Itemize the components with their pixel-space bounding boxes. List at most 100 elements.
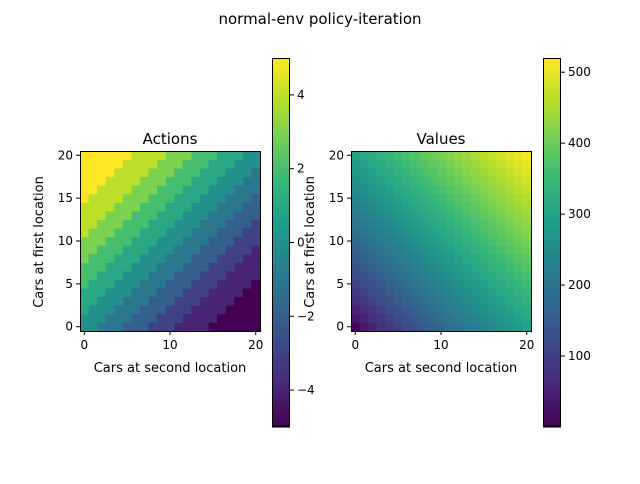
- heatmap-cell: [200, 168, 209, 178]
- heatmap-cell: [479, 176, 489, 186]
- heatmap-cell: [200, 262, 209, 272]
- colorbar-segment: [272, 224, 290, 228]
- heatmap-cell: [376, 211, 386, 220]
- heatmap-cell: [234, 168, 244, 178]
- heatmap-cell: [80, 253, 89, 263]
- heatmap-cell: [436, 313, 446, 323]
- heatmap-cell: [148, 151, 158, 160]
- heatmap-cell: [165, 305, 175, 315]
- heatmap-cell: [428, 159, 438, 169]
- heatmap-cell: [419, 159, 429, 169]
- heatmap-cell: [251, 271, 261, 280]
- heatmap-cell: [140, 151, 149, 160]
- colorbar-segment: [272, 387, 290, 391]
- heatmap-cell: [393, 296, 403, 306]
- heatmap-cell: [359, 262, 369, 272]
- heatmap-cell: [225, 176, 235, 186]
- actions-title: Actions: [143, 130, 198, 148]
- heatmap-cell: [208, 219, 218, 229]
- heatmap-cell: [251, 313, 261, 323]
- heatmap-cell: [97, 202, 107, 212]
- heatmap-cell: [376, 288, 386, 298]
- heatmap-cell: [385, 211, 395, 220]
- colorbar-tick-label: −2: [297, 309, 315, 323]
- heatmap-cell: [165, 159, 175, 169]
- heatmap-cell: [368, 185, 378, 195]
- heatmap-cell: [428, 202, 438, 212]
- heatmap-cell: [393, 305, 403, 315]
- heatmap-cell: [114, 236, 124, 246]
- colorbar-segment: [543, 67, 561, 71]
- colorbar-segment: [272, 202, 290, 207]
- heatmap-cell: [234, 322, 244, 332]
- heatmap-cell: [419, 288, 429, 298]
- colorbar-segment: [543, 70, 561, 74]
- heatmap-cell: [122, 176, 132, 186]
- colorbar-segment: [543, 304, 561, 308]
- heatmap-cell: [225, 193, 235, 203]
- colorbar-segment: [543, 174, 561, 179]
- heatmap-cell: [436, 253, 446, 263]
- heatmap-cell: [402, 279, 412, 289]
- x-tick-label: 20: [248, 338, 263, 352]
- colorbar-segment: [272, 264, 290, 268]
- heatmap-cell: [191, 288, 201, 298]
- heatmap-cell: [445, 202, 455, 212]
- heatmap-cell: [428, 185, 438, 195]
- heatmap-cell: [393, 151, 403, 160]
- heatmap-cell: [488, 228, 498, 238]
- heatmap-cell: [217, 288, 227, 298]
- heatmap-cell: [225, 245, 235, 255]
- heatmap-cell: [385, 202, 395, 212]
- heatmap-cell: [351, 279, 360, 289]
- colorbar-segment: [543, 347, 561, 351]
- colorbar-segment: [272, 233, 290, 237]
- heatmap-cell: [217, 253, 227, 263]
- heatmap-cell: [428, 245, 438, 255]
- heatmap-cell: [148, 185, 158, 195]
- heatmap-cell: [393, 168, 403, 178]
- heatmap-cell: [488, 219, 498, 229]
- heatmap-cell: [217, 245, 227, 255]
- colorbar-segment: [272, 220, 290, 225]
- colorbar-segment: [272, 300, 290, 305]
- x-tick-label: 10: [162, 338, 177, 352]
- heatmap-cell: [351, 322, 360, 332]
- heatmap-cell: [140, 322, 149, 332]
- heatmap-cell: [208, 271, 218, 280]
- heatmap-cell: [445, 296, 455, 306]
- colorbar-segment: [272, 365, 290, 370]
- heatmap-cell: [88, 253, 98, 263]
- colorbar-segment: [272, 411, 290, 416]
- heatmap-cell: [513, 176, 523, 186]
- colorbar-segment: [272, 144, 290, 148]
- colorbar-segment: [272, 356, 290, 360]
- heatmap-cell: [114, 211, 124, 220]
- heatmap-cell: [496, 211, 506, 220]
- heatmap-cell: [428, 262, 438, 272]
- heatmap-cell: [242, 185, 252, 195]
- heatmap-cell: [496, 202, 506, 212]
- heatmap-cell: [359, 296, 369, 306]
- heatmap-cell: [80, 271, 89, 280]
- heatmap-cell: [393, 253, 403, 263]
- colorbar-segment: [543, 267, 561, 271]
- heatmap-cell: [402, 253, 412, 263]
- colorbar-segment: [543, 248, 561, 253]
- heatmap-cell: [140, 211, 149, 220]
- heatmap-cell: [242, 253, 252, 263]
- heatmap-cell: [445, 193, 455, 203]
- heatmap-cell: [131, 202, 141, 212]
- heatmap-cell: [182, 193, 192, 203]
- heatmap-cell: [471, 185, 480, 195]
- heatmap-cell: [462, 271, 472, 280]
- heatmap-cell: [513, 168, 523, 178]
- colorbar-segment: [543, 288, 561, 293]
- heatmap-cell: [488, 245, 498, 255]
- heatmap-cell: [200, 245, 209, 255]
- heatmap-cell: [225, 322, 235, 332]
- heatmap-cell: [165, 211, 175, 220]
- heatmap-cell: [105, 313, 115, 323]
- heatmap-cell: [114, 262, 124, 272]
- colorbar-segment: [543, 101, 561, 105]
